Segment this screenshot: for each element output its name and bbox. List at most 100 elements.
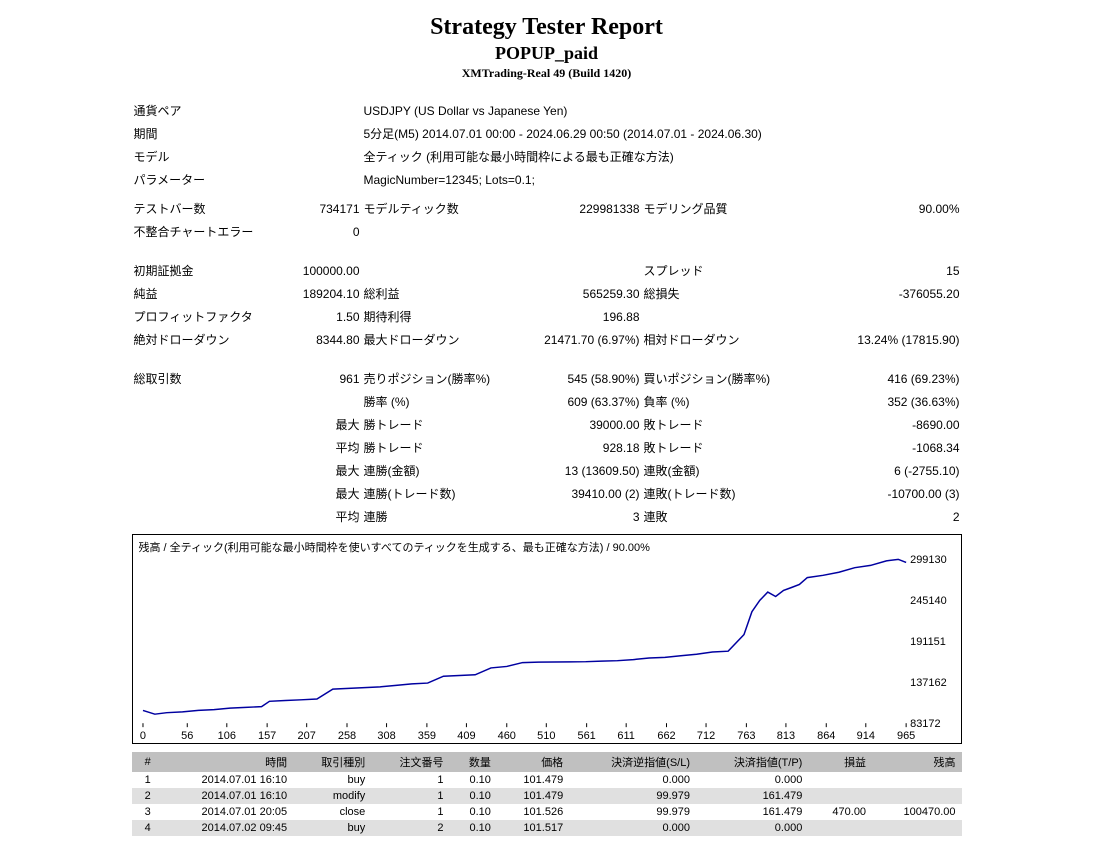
trades-cell: 3 [132,804,157,820]
trades-cell: 2014.07.01 16:10 [157,788,293,804]
stat-value: 352 (36.63%) [792,390,962,413]
svg-text:56: 56 [181,730,193,742]
svg-text:83172: 83172 [910,718,940,730]
stat-label [132,390,262,413]
stat-label [642,220,792,243]
trades-cell: 2 [132,788,157,804]
svg-text:359: 359 [417,730,435,742]
stat-value [792,305,962,328]
symbol-label: 通貨ペア [132,99,362,122]
stat-label: モデルティック数 [362,197,512,220]
trades-cell: 101.479 [497,788,569,804]
param-label: パラメーター [132,168,362,191]
report-header: Strategy Tester Report POPUP_paid XMTrad… [40,14,1053,81]
report-subtitle: POPUP_paid [40,43,1053,64]
trades-header: 注文番号 [371,752,449,772]
stat-label: 勝トレード [362,436,512,459]
svg-text:813: 813 [776,730,794,742]
trades-cell: 2014.07.02 09:45 [157,820,293,836]
svg-text:662: 662 [657,730,675,742]
top-info-table: 通貨ペア USDJPY (US Dollar vs Japanese Yen) … [132,99,962,191]
stat-value: 189204.10 [262,282,362,305]
stat-value: -1068.34 [792,436,962,459]
stat-label: 敗トレード [642,413,792,436]
stat-label [132,436,262,459]
trades-cell: 0.000 [696,772,808,788]
stat-label: 絶対ドローダウン [132,328,262,351]
table-row: 42014.07.02 09:45buy20.10101.5170.0000.0… [132,820,962,836]
chart-caption: 残高 / 全ティック(利用可能な最小時間枠を使いすべてのティックを生成する、最も… [139,539,650,555]
stat-label: 初期証拠金 [132,259,262,282]
stat-label: 敗トレード [642,436,792,459]
stat-value: 6 (-2755.10) [792,459,962,482]
trades-cell: 1 [371,772,449,788]
stat-value: -10700.00 (3) [792,482,962,505]
svg-text:137162: 137162 [910,677,947,689]
trades-cell: close [293,804,371,820]
trades-cell: 101.517 [497,820,569,836]
stat-label [132,482,262,505]
stat-label: 純益 [132,282,262,305]
trades-cell: buy [293,820,371,836]
model-value: 全ティック (利用可能な最小時間枠による最も正確な方法) [362,145,962,168]
trades-cell: 101.526 [497,804,569,820]
trades-header: 時間 [157,752,293,772]
svg-text:611: 611 [617,730,634,742]
trades-cell: 99.979 [569,788,696,804]
stat-value [512,259,642,282]
table-row: 32014.07.01 20:05close10.10101.52699.979… [132,804,962,820]
stat-value: -376055.20 [792,282,962,305]
stat-label: 最大ドローダウン [362,328,512,351]
trades-cell: 99.979 [569,804,696,820]
stat-label: 総利益 [362,282,512,305]
report-build: XMTrading-Real 49 (Build 1420) [40,66,1053,81]
svg-text:712: 712 [696,730,714,742]
report-page: Strategy Tester Report POPUP_paid XMTrad… [0,14,1093,836]
stat-label: スプレッド [642,259,792,282]
stat-label: 連勝(トレード数) [362,482,512,505]
stat-value: 734171 [262,197,362,220]
svg-text:106: 106 [217,730,235,742]
trades-cell: 0.000 [696,820,808,836]
stat-label: 総損失 [642,282,792,305]
trades-cell: 101.479 [497,772,569,788]
svg-text:207: 207 [297,730,315,742]
trades-header: 数量 [449,752,496,772]
param-value: MagicNumber=12345; Lots=0.1; [362,168,962,191]
stat-value [792,220,962,243]
stat-value: 最大 [262,413,362,436]
trades-cell: 0.10 [449,820,496,836]
stat-value: 565259.30 [512,282,642,305]
svg-text:409: 409 [457,730,475,742]
trades-cell [808,820,872,836]
trades-cell [808,772,872,788]
stat-label [362,259,512,282]
stat-label: モデリング品質 [642,197,792,220]
stat-value: 100000.00 [262,259,362,282]
trades-header: 価格 [497,752,569,772]
svg-text:510: 510 [537,730,555,742]
trades-header: # [132,752,157,772]
svg-text:245140: 245140 [910,595,947,607]
trades-cell: 0.000 [569,820,696,836]
stat-value: 平均 [262,505,362,528]
stat-label: 買いポジション(勝率%) [642,367,792,390]
equity-chart: 8317213716219115124514029913005610615720… [132,534,962,744]
stat-value [512,220,642,243]
stat-value: 545 (58.90%) [512,367,642,390]
stat-value: 39410.00 (2) [512,482,642,505]
model-label: モデル [132,145,362,168]
trades-cell: 1 [132,772,157,788]
stat-value: 1.50 [262,305,362,328]
stat-label: 勝率 (%) [362,390,512,413]
trades-cell: 2014.07.01 16:10 [157,772,293,788]
trades-cell [808,788,872,804]
trades-cell: 2 [371,820,449,836]
trades-cell [872,820,961,836]
svg-text:299130: 299130 [910,554,947,566]
stat-label: 期待利得 [362,305,512,328]
stat-value: 平均 [262,436,362,459]
trades-table: #時間取引種別注文番号数量価格決済逆指値(S/L)決済指値(T/P)損益残高12… [132,752,962,836]
trades-cell: buy [293,772,371,788]
period-value: 5分足(M5) 2014.07.01 00:00 - 2024.06.29 00… [362,122,962,145]
